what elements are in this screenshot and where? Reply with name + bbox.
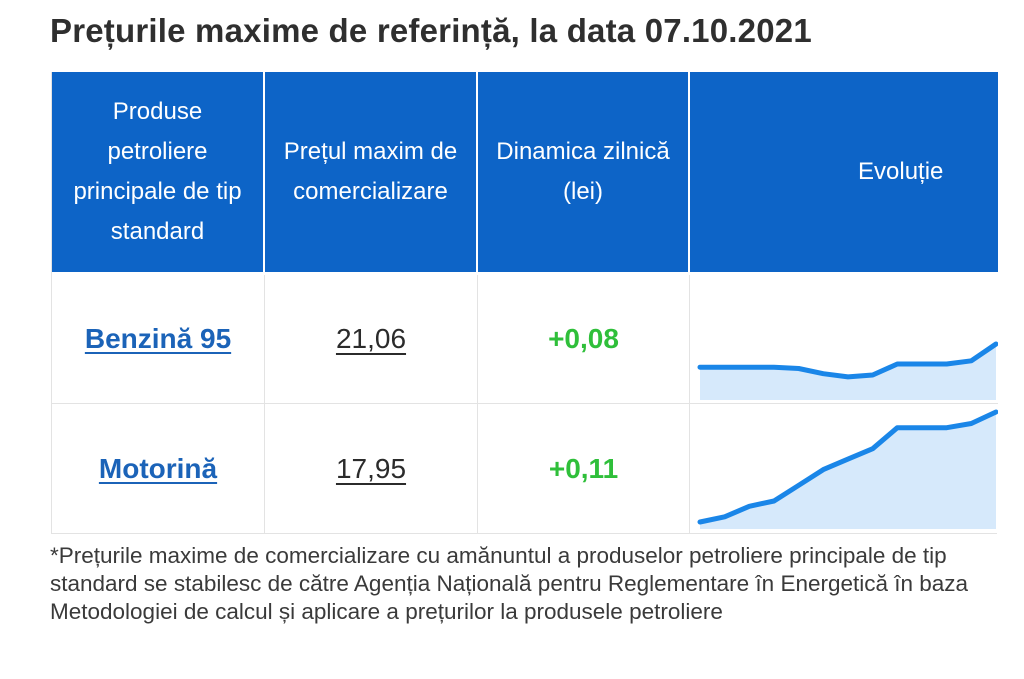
- price-cell: 21,06: [265, 275, 478, 403]
- trend-sparkline: [697, 341, 998, 400]
- header-evolution: Evoluție: [690, 72, 998, 272]
- price-cell: 17,95: [265, 404, 478, 533]
- header-products: Produse petroliere principale de tip sta…: [52, 72, 265, 272]
- trend-line: [697, 409, 998, 525]
- price-value: 17,95: [335, 452, 407, 484]
- daily-dynamic-value: +0,08: [548, 323, 619, 354]
- header-daily-dynamic-label: Dinamica zilnică (lei): [496, 138, 670, 205]
- table-row: Motorină 17,95 +0,11: [52, 404, 998, 533]
- trend-sparkline: [697, 409, 998, 529]
- evolution-cell: [690, 275, 998, 403]
- evolution-cell: [690, 404, 998, 533]
- table-header-row: Produse petroliere principale de tip sta…: [52, 72, 998, 272]
- header-daily-dynamic: Dinamica zilnică (lei): [478, 72, 690, 272]
- table-row: Benzină 95 21,06 +0,08: [52, 275, 998, 404]
- header-evolution-label: Evoluție: [858, 158, 944, 185]
- trend-area: [700, 412, 996, 529]
- header-max-price-label: Prețul maxim de comercializare: [283, 138, 458, 205]
- page-title: Prețurile maxime de referință, la data 0…: [50, 12, 812, 49]
- trend-area: [700, 344, 996, 400]
- price-value: 21,06: [335, 323, 407, 354]
- footnote: *Prețurile maxime de comercializare cu a…: [50, 543, 969, 624]
- dynamic-cell: +0,11: [478, 404, 690, 533]
- header-products-label: Produse petroliere principale de tip sta…: [73, 98, 242, 245]
- header-max-price: Prețul maxim de comercializare: [265, 72, 478, 272]
- product-link-motorina[interactable]: Motorină: [98, 452, 218, 484]
- product-link-benzina-95[interactable]: Benzină 95: [84, 323, 232, 354]
- trend-line: [697, 341, 998, 380]
- price-table: Produse petroliere principale de tip sta…: [51, 72, 998, 534]
- product-cell: Motorină: [52, 404, 265, 533]
- product-cell: Benzină 95: [52, 275, 265, 403]
- dynamic-cell: +0,08: [478, 275, 690, 403]
- daily-dynamic-value: +0,11: [548, 452, 619, 484]
